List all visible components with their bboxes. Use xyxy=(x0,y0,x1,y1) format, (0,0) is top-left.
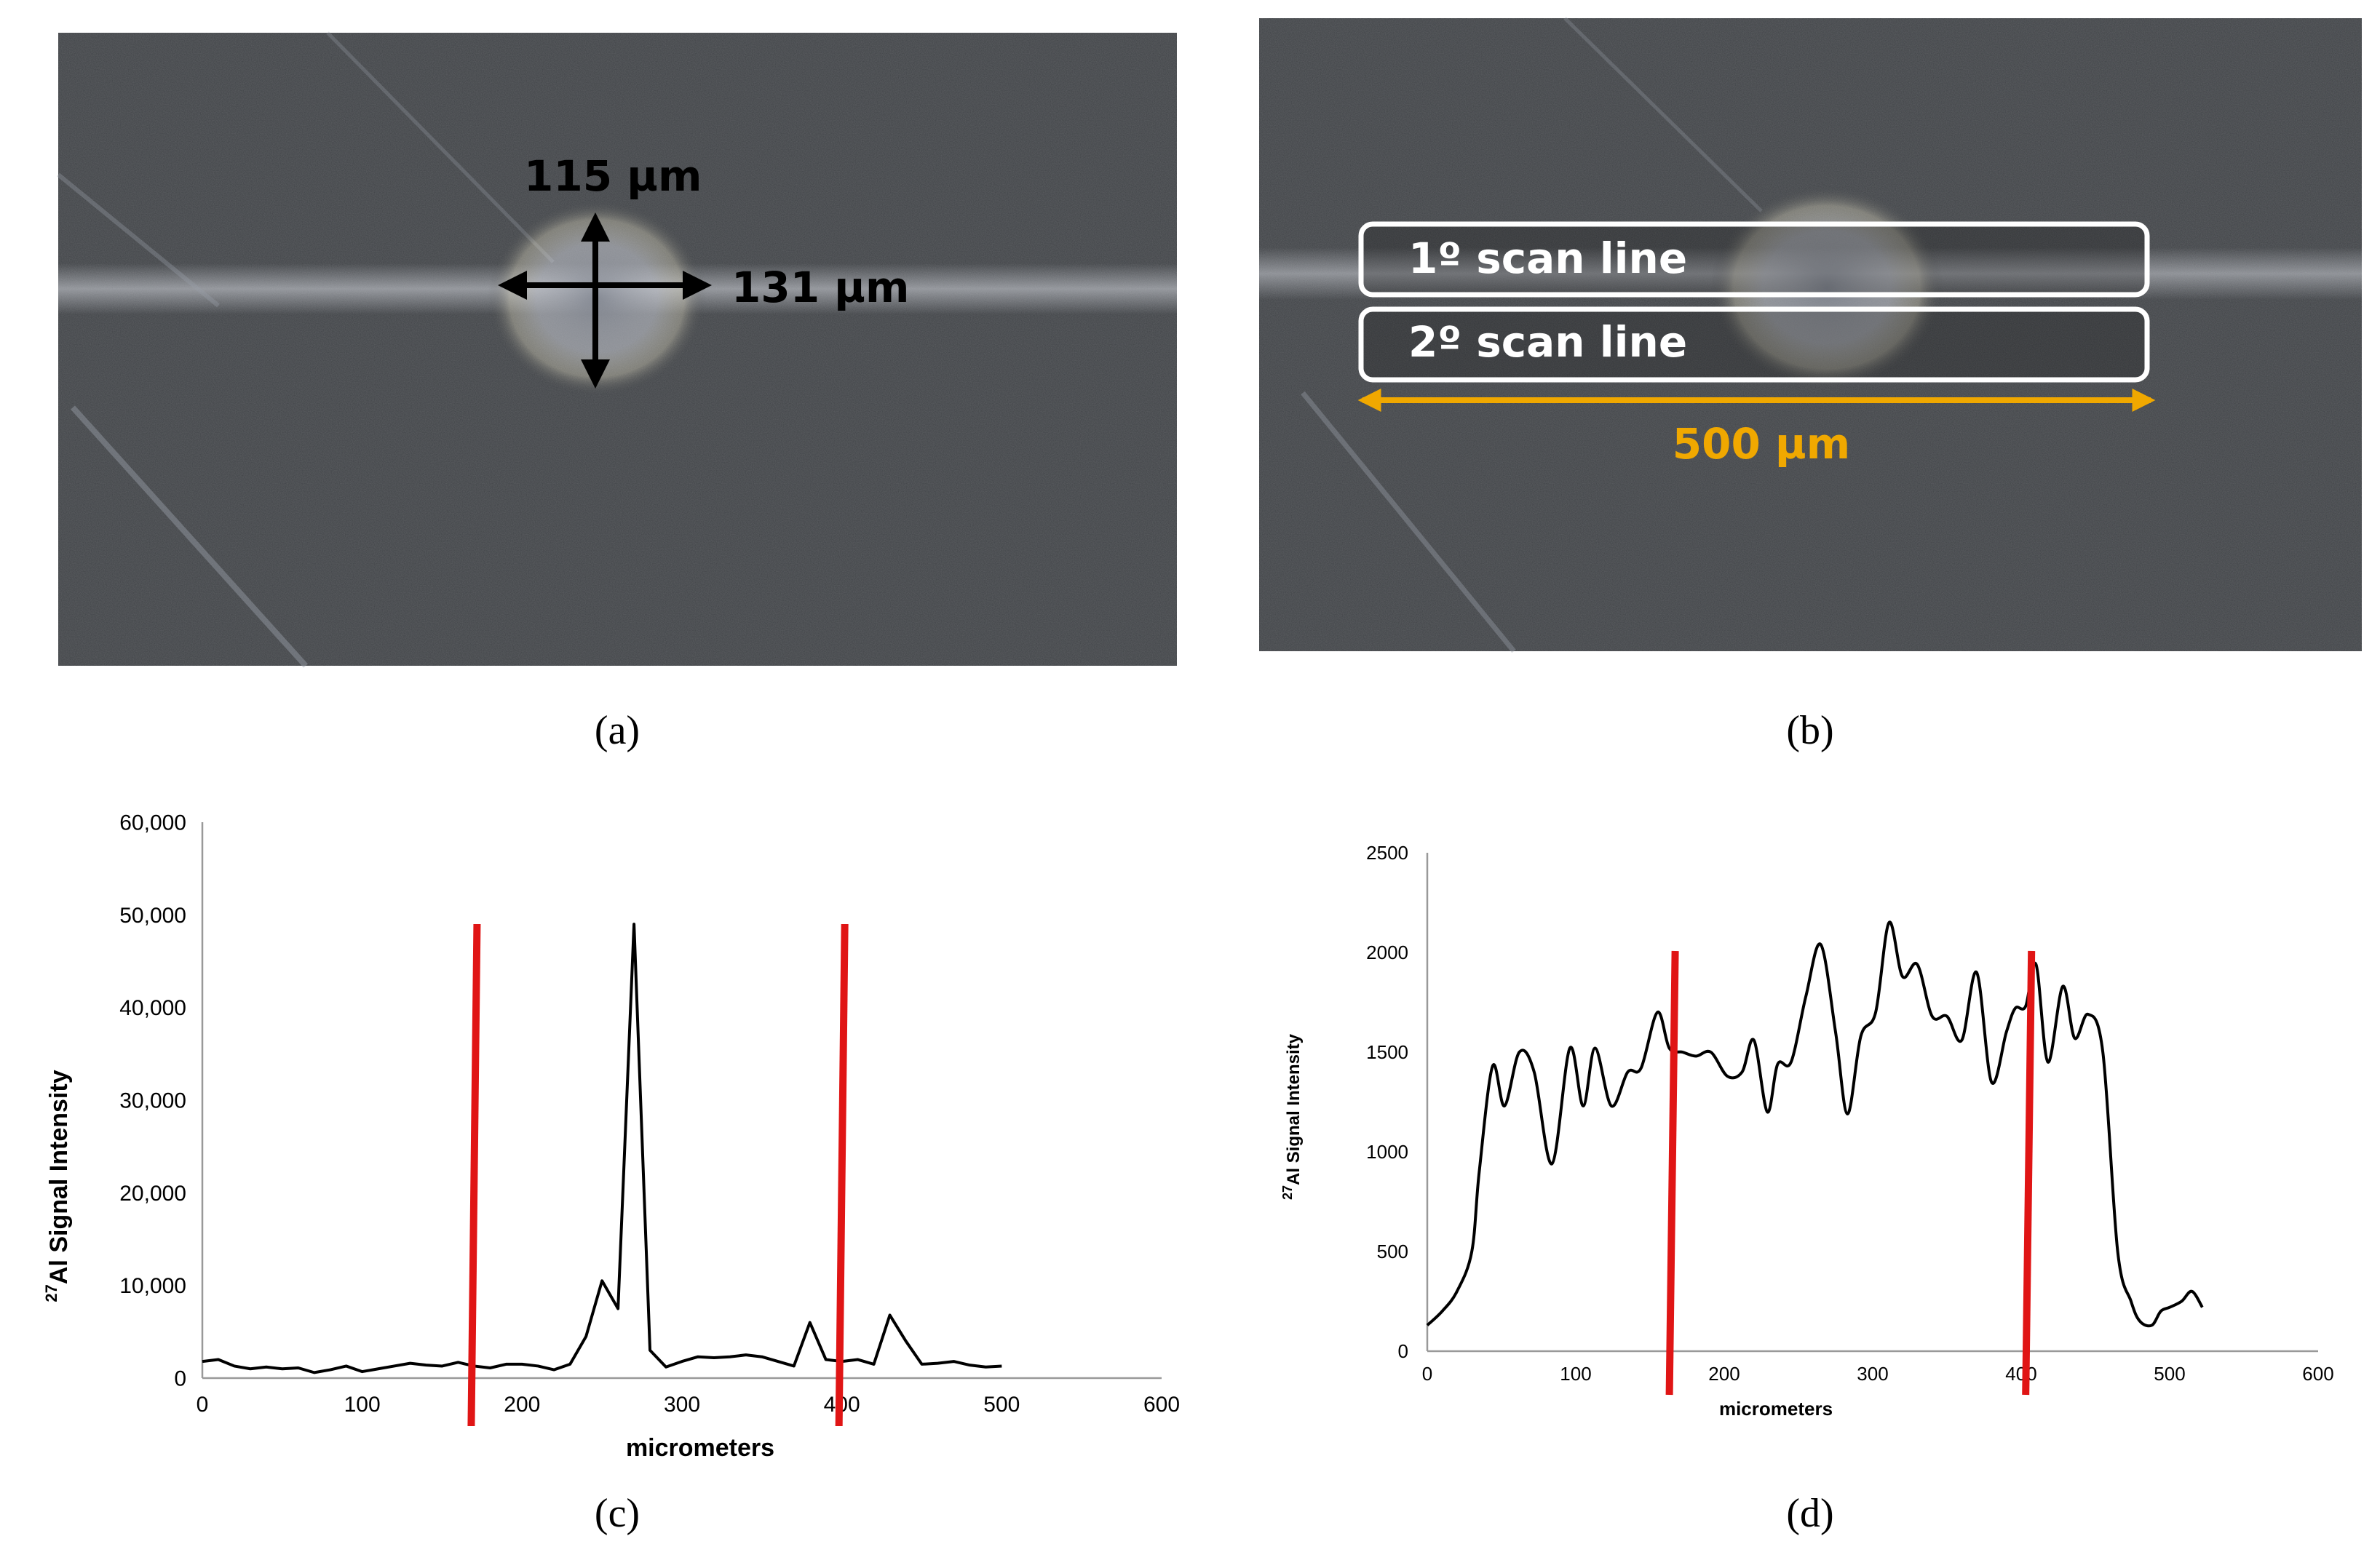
chart-d-series-line xyxy=(1426,920,2204,1328)
chart-c-ylabel: 27Al Signal Intensity xyxy=(42,1070,73,1302)
scratch-line xyxy=(1301,391,1516,653)
chart-d-y-tick-label: 1500 xyxy=(1366,1041,1408,1063)
scratch-line xyxy=(326,31,555,263)
chart-d-x-tick-label: 600 xyxy=(2302,1363,2333,1385)
chart-c-y-tick-label: 50,000 xyxy=(119,904,186,928)
panel-c-label: (c) xyxy=(595,1491,640,1536)
chart-d-y-tick-label: 2500 xyxy=(1366,842,1408,864)
chart-c-x-tick-label: 200 xyxy=(504,1393,540,1417)
chart-d-x-tick-label: 300 xyxy=(1857,1363,1888,1385)
scan-line-1-box xyxy=(1358,221,2150,298)
chart-c-y-tick-label: 40,000 xyxy=(119,996,186,1020)
chart-d-ylabel: 27Al Signal Intensity xyxy=(1280,1033,1304,1200)
panel-b-label: (b) xyxy=(1786,708,1833,753)
scratch-line xyxy=(71,405,308,668)
panel-a-label: (a) xyxy=(595,708,640,753)
chart-d-ylabel-text: Al Signal Intensity xyxy=(1284,1033,1304,1185)
length-annotation: 500 µm xyxy=(1673,419,1850,469)
chart-c-y-tick-label: 10,000 xyxy=(119,1274,186,1298)
chart-c-x-tick-label: 300 xyxy=(664,1393,700,1417)
chart-d-marker-line xyxy=(2022,950,2036,1396)
chart-d-xlabel: micrometers xyxy=(1719,1398,1833,1420)
chart-c-x-tick-label: 100 xyxy=(344,1393,381,1417)
chart-d-y-tick-label: 0 xyxy=(1398,1340,1408,1362)
chart-c-y-tick-label: 0 xyxy=(174,1367,186,1391)
chart-c-series-line xyxy=(202,923,1002,1374)
chart-c-x-tick-label: 600 xyxy=(1143,1393,1180,1417)
chart-d-ylabel-sup: 27 xyxy=(1280,1185,1295,1200)
panel-a-photo: 115 µm 131 µm xyxy=(57,31,1177,668)
chart-d-x-tick-label: 0 xyxy=(1422,1363,1432,1385)
scratch-line xyxy=(1563,17,1763,212)
scan-line-1-label: 1º scan line xyxy=(1408,234,1687,283)
chart-c-ylabel-text: Al Signal Intensity xyxy=(45,1070,73,1284)
scan-line-2-label: 2º scan line xyxy=(1408,317,1687,367)
chart-c-x-tick-label: 500 xyxy=(983,1393,1020,1417)
chart-d: 27Al Signal Intensity micrometers 0 100 20… xyxy=(1280,842,2334,1420)
chart-d-y-tick-label: 2000 xyxy=(1366,942,1408,963)
chart-c-xlabel: micrometers xyxy=(626,1434,774,1462)
chart-d-marker-line xyxy=(1665,950,1679,1396)
chart-c-x-tick-label: 0 xyxy=(197,1393,209,1417)
chart-c-y-tick-label: 20,000 xyxy=(119,1182,186,1206)
chart-d-y-tick-label: 1000 xyxy=(1366,1141,1408,1163)
chart-d-x-tick-label: 200 xyxy=(1708,1363,1740,1385)
chart-d-x-tick-label: 400 xyxy=(2005,1363,2036,1385)
ablation-crater xyxy=(1710,186,1943,389)
panel-d-label: (d) xyxy=(1786,1491,1833,1536)
scan-line-2-box xyxy=(1358,306,2150,383)
chart-d-x-tick-label: 100 xyxy=(1560,1363,1591,1385)
chart-d-y-tick-label: 500 xyxy=(1377,1241,1408,1262)
chart-c-marker-line xyxy=(467,923,481,1427)
scratch-line xyxy=(57,172,220,308)
height-annotation: 115 µm xyxy=(524,151,702,201)
panel-b-photo: 1º scan line 2º scan line 500 µm xyxy=(1259,17,2362,653)
chart-c-y-tick-label: 30,000 xyxy=(119,1089,186,1113)
chart-c-y-tick-label: 60,000 xyxy=(119,811,186,835)
chart-c: 27Al Signal Intensity micrometers 0 100 20… xyxy=(42,811,1180,1463)
chart-d-x-tick-label: 500 xyxy=(2154,1363,2185,1385)
chart-c-marker-line xyxy=(835,923,849,1427)
chart-c-ylabel-sup: 27 xyxy=(42,1284,60,1302)
width-annotation: 131 µm xyxy=(731,263,909,312)
